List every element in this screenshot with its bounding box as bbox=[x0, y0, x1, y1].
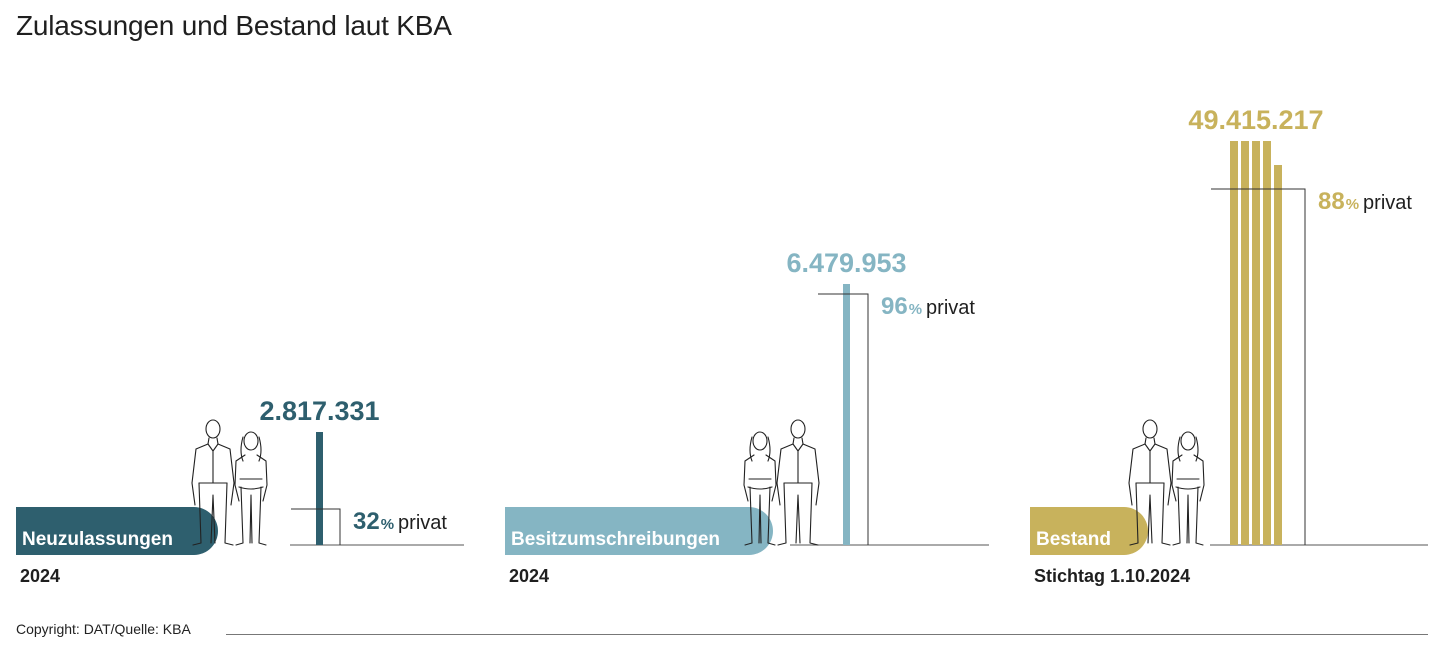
bar-segment bbox=[1230, 141, 1238, 545]
head bbox=[752, 431, 768, 451]
legs bbox=[1129, 482, 1171, 546]
pct-number: 96 bbox=[881, 293, 908, 320]
chart-title: Zulassungen und Bestand laut KBA bbox=[16, 10, 452, 41]
pct-word: privat bbox=[1363, 192, 1412, 214]
head bbox=[243, 431, 259, 451]
torso-outline bbox=[234, 454, 268, 502]
group-bestand: 49.415.217 88% privat Bestand Stichtag 1.10.… bbox=[1030, 105, 1428, 586]
pct-sign: % bbox=[381, 516, 394, 533]
shirt bbox=[792, 443, 804, 484]
hair bbox=[749, 436, 771, 462]
top bbox=[747, 478, 773, 490]
torso-outline bbox=[1171, 454, 1205, 502]
pct-word: privat bbox=[926, 297, 975, 319]
private-share-bracket bbox=[291, 508, 341, 545]
value-label: 49.415.217 bbox=[1188, 105, 1323, 135]
top bbox=[238, 478, 264, 490]
category-pill bbox=[505, 507, 773, 555]
legs bbox=[235, 486, 267, 546]
man-figure bbox=[776, 419, 820, 546]
private-share-label: 88% privat bbox=[1318, 188, 1412, 215]
bar-neuzulassungen bbox=[316, 432, 323, 545]
torso-outline bbox=[743, 454, 777, 502]
bar-segment bbox=[1252, 141, 1260, 545]
legs bbox=[192, 482, 234, 546]
shirt bbox=[1144, 443, 1156, 484]
man-figure bbox=[1128, 419, 1172, 546]
group-besitzumschreibungen: 6.479.953 96% privat Besitzumschreibungen 20… bbox=[505, 248, 989, 586]
private-share-bracket bbox=[818, 293, 869, 545]
top bbox=[1175, 478, 1201, 490]
man-figure bbox=[191, 419, 235, 546]
bar-besitzumschreibungen bbox=[843, 284, 850, 545]
sublabel: Stichtag 1.10.2024 bbox=[1034, 566, 1190, 586]
shirt bbox=[207, 443, 219, 484]
person-couple-icon bbox=[1128, 419, 1205, 546]
pct-sign: % bbox=[909, 301, 922, 318]
head bbox=[205, 419, 221, 439]
pct-number: 32 bbox=[353, 508, 380, 535]
hair bbox=[240, 436, 262, 462]
category-pill bbox=[1030, 507, 1148, 555]
hair bbox=[1177, 436, 1199, 462]
torso-outline bbox=[191, 437, 235, 506]
person-couple-icon bbox=[191, 419, 268, 546]
pct-word: privat bbox=[398, 512, 447, 534]
head bbox=[1180, 431, 1196, 451]
copyright-text: Copyright: DAT/Quelle: KBA bbox=[16, 621, 191, 637]
legs bbox=[777, 482, 819, 546]
group-neuzulassungen: 2.817.331 32% privat Neuzulassungen 2024 bbox=[16, 396, 464, 586]
bar-segment bbox=[1263, 141, 1271, 545]
private-share-label: 32% privat bbox=[353, 508, 447, 535]
person-couple-icon bbox=[743, 419, 820, 546]
legs bbox=[1172, 486, 1204, 546]
value-label: 6.479.953 bbox=[786, 248, 906, 278]
woman-figure bbox=[1171, 431, 1205, 546]
head bbox=[790, 419, 806, 439]
head bbox=[1142, 419, 1158, 439]
woman-figure bbox=[234, 431, 268, 546]
value-label: 2.817.331 bbox=[259, 396, 379, 426]
category-label: Bestand bbox=[1036, 529, 1111, 550]
category-label: Neuzulassungen bbox=[22, 529, 173, 550]
sublabel: 2024 bbox=[509, 566, 549, 586]
bar-segment bbox=[1274, 165, 1282, 545]
pct-number: 88 bbox=[1318, 188, 1345, 215]
copyright-rule bbox=[226, 634, 1428, 635]
legs bbox=[744, 486, 776, 546]
private-share-bracket bbox=[1211, 188, 1306, 545]
woman-figure bbox=[743, 431, 777, 546]
torso-outline bbox=[1128, 437, 1172, 506]
sublabel: 2024 bbox=[20, 566, 60, 586]
torso-outline bbox=[776, 437, 820, 506]
bar-segment bbox=[1241, 141, 1249, 545]
pct-sign: % bbox=[1346, 196, 1359, 213]
category-label: Besitzumschreibungen bbox=[511, 529, 720, 550]
category-pill bbox=[16, 507, 218, 555]
private-share-label: 96% privat bbox=[881, 293, 975, 320]
